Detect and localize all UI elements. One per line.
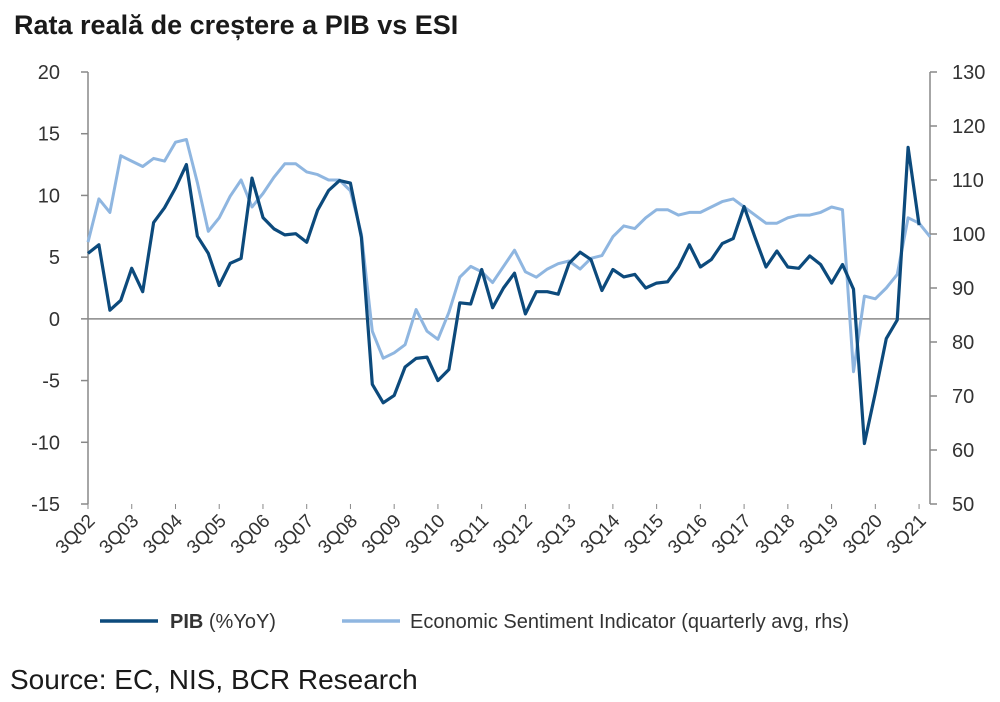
x-axis-tick-label: 3Q19: [795, 511, 843, 559]
chart-title: Rata reală de creștere a PIB vs ESI: [14, 10, 459, 40]
legend-label-pib-unit: (%YoY): [203, 611, 276, 633]
legend: PIB (%YoY) Economic Sentiment Indicator (…: [100, 611, 849, 633]
left-axis-tick-label: -5: [42, 371, 60, 393]
right-axis-tick-label: 50: [952, 494, 974, 516]
right-axis-tick-label: 80: [952, 332, 974, 354]
x-axis-tick-label: 3Q12: [489, 511, 537, 559]
x-axis-tick-label: 3Q03: [96, 511, 144, 559]
right-axis-tick-label: 70: [952, 386, 974, 408]
right-axis-tick-label: 90: [952, 278, 974, 300]
x-axis-tick-label: 3Q02: [52, 511, 100, 559]
left-axis-tick-label: 15: [38, 124, 60, 146]
legend-label-esi: Economic Sentiment Indicator (quarterly …: [410, 611, 849, 633]
x-axis-tick-label: 3Q09: [358, 511, 406, 559]
right-axis-tick-label: 110: [952, 170, 984, 192]
axes: 20151050-5-10-1513012011010090807060503Q…: [31, 62, 985, 558]
series: [86, 138, 932, 446]
x-axis-tick-label: 3Q21: [883, 511, 931, 559]
right-axis-tick-label: 100: [952, 224, 985, 246]
left-axis-tick-label: -10: [31, 432, 60, 454]
legend-label-pib-bold: PIB: [170, 611, 203, 633]
x-axis-tick-label: 3Q20: [839, 511, 887, 559]
x-axis-tick-label: 3Q16: [664, 511, 712, 559]
pib-line: [87, 145, 921, 446]
x-axis-tick-label: 3Q04: [139, 510, 187, 558]
left-axis-tick-label: 10: [38, 185, 60, 207]
right-axis-tick-label: 120: [952, 116, 985, 138]
x-axis-tick-label: 3Q15: [620, 511, 668, 559]
esi-line: [86, 138, 932, 374]
left-axis-tick-label: -15: [31, 494, 60, 516]
source-note: Source: EC, NIS, BCR Research: [10, 664, 418, 695]
x-axis-tick-label: 3Q10: [402, 511, 450, 559]
x-axis-tick-label: 3Q13: [533, 511, 581, 559]
x-axis-tick-label: 3Q11: [446, 511, 493, 558]
x-axis-tick-label: 3Q17: [708, 511, 756, 559]
x-axis-tick-label: 3Q07: [271, 511, 319, 559]
x-axis-tick-label: 3Q18: [752, 511, 800, 559]
x-axis-tick-label: 3Q14: [577, 510, 625, 558]
x-axis-tick-label: 3Q08: [314, 511, 362, 559]
left-axis-tick-label: 0: [49, 309, 60, 331]
legend-label-pib: PIB (%YoY): [170, 611, 276, 633]
x-axis-tick-label: 3Q06: [227, 511, 275, 559]
left-axis-tick-label: 5: [49, 247, 60, 269]
x-axis-tick-label: 3Q05: [183, 511, 231, 559]
right-axis-tick-label: 130: [952, 62, 985, 84]
right-axis-tick-label: 60: [952, 440, 974, 462]
left-axis-tick-label: 20: [38, 62, 60, 84]
